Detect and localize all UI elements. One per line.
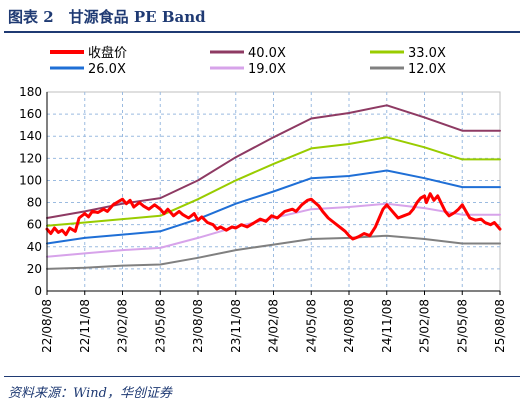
source-note: 资料来源：Wind，华创证券 [8,386,172,401]
pe-band-line-400x [46,104,501,219]
y-tick-label: 160 [19,107,42,121]
pe-band-line-120x [46,234,501,270]
title-rule [4,31,520,33]
legend-label: 19.0X [248,62,286,77]
x-tick-label: 24/08/08 [342,299,356,353]
x-tick-label: 25/05/08 [455,299,469,353]
figure-title: 图表 2 甘源食品 PE Band [8,8,206,26]
x-tick-label: 23/05/08 [153,299,167,353]
pe-band-chart: 0 20 40 60 80 100 120 140 160 180 22/08/08 22/11/08… [19,45,507,353]
y-tick-label: 20 [27,262,42,276]
legend-label: 12.0X [408,62,446,77]
legend-label: 33.0X [408,46,446,61]
x-tick-label: 24/11/08 [380,299,394,353]
y-tick-label: 80 [27,196,42,210]
x-tick-label: 24/02/08 [267,299,281,353]
price-series-line [45,192,502,241]
x-tick-label: 23/11/08 [229,299,243,353]
x-tick-label: 22/08/08 [40,299,54,353]
y-tick-label: 120 [19,151,42,165]
y-tick-label: 0 [34,284,42,298]
y-tick-label: 40 [27,240,42,254]
price-line-layer [45,192,502,241]
x-tick-label: 23/02/08 [116,299,130,353]
y-tick-label: 100 [19,173,42,187]
x-tick-label: 24/05/08 [304,299,318,353]
footer-rule [4,376,520,377]
x-tick-label: 22/11/08 [78,299,92,353]
band-lines [46,104,501,270]
x-tick-label: 25/02/08 [418,299,432,353]
x-tick-label: 23/08/08 [191,299,205,353]
y-tick-label: 140 [19,129,42,143]
legend-label: 收盘价 [88,45,127,61]
axes: 0 20 40 60 80 100 120 140 160 180 22/08/08 22/11/08… [19,85,507,353]
pe-band-line-260x [46,169,501,245]
legend-label: 26.0X [88,62,126,77]
legend: 收盘价 40.0X 33.0X 26.0X 19.0X 12.0X [50,45,446,77]
y-tick-label: 180 [19,85,42,99]
pe-band-line-330x [46,136,501,227]
x-tick-label: 25/08/08 [493,299,507,353]
y-tick-label: 60 [27,218,42,232]
legend-label: 40.0X [248,46,286,61]
